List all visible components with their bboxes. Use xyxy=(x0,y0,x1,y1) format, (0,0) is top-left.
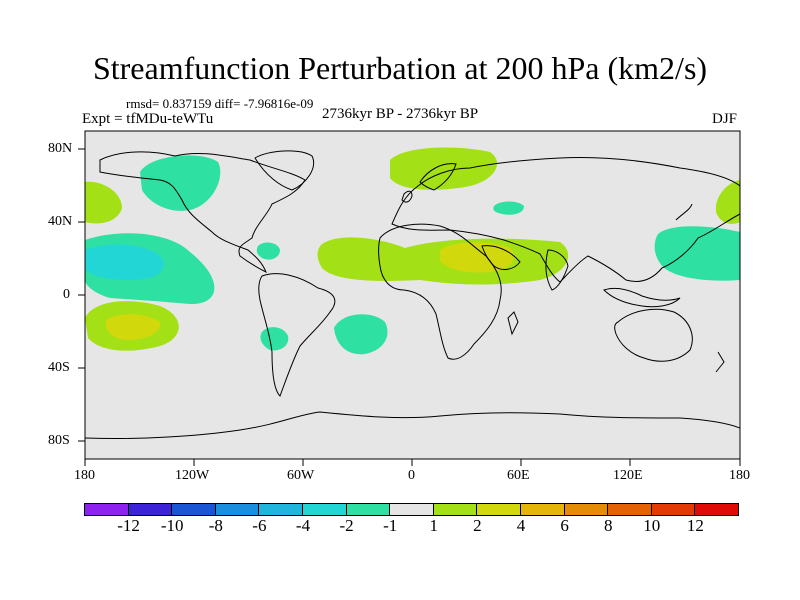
colorbar-swatch xyxy=(563,503,609,516)
lat-tick-80n: 80N xyxy=(48,141,73,156)
colorbar-swatch xyxy=(476,503,521,516)
coastline-arabia xyxy=(481,245,521,270)
colorbar-swatch xyxy=(171,503,216,516)
axis-ticks xyxy=(78,148,741,466)
colorbar-label: -12 xyxy=(117,516,140,535)
coastline-australia xyxy=(614,308,693,362)
colorbar-label: 12 xyxy=(686,516,704,535)
anomaly-positive-north-pacific-west xyxy=(85,181,122,224)
colorbar xyxy=(84,503,739,516)
colorbar-label: -4 xyxy=(295,516,311,535)
colorbar-label: 2 xyxy=(473,516,482,535)
plot-title: Streamfunction Perturbation at 200 hPa (… xyxy=(92,50,708,86)
lat-tick-40n: 40N xyxy=(48,214,73,229)
lon-tick-120e: 120E xyxy=(613,468,643,483)
coastline-south-america xyxy=(258,273,336,397)
colorbar-swatch xyxy=(694,503,739,516)
anomaly-negative-south-atlantic xyxy=(334,314,388,355)
anomaly-negative-east-pacific-core xyxy=(85,244,164,280)
anomaly-positive-europe xyxy=(390,147,498,190)
colorbar-swatch xyxy=(127,503,173,516)
colorbar-label: 6 xyxy=(560,516,569,535)
coastline-africa xyxy=(378,223,502,360)
period-label: 2736kyr BP - 2736kyr BP xyxy=(322,106,479,122)
colorbar-swatch xyxy=(389,503,434,516)
anomaly-negative-caribbean xyxy=(256,242,280,260)
coastline-antarctica xyxy=(85,411,740,440)
lat-tick-80s: 80S xyxy=(48,433,70,448)
colorbar-swatch xyxy=(432,503,478,516)
anomaly-fields xyxy=(85,147,740,355)
season-label: DJF xyxy=(712,111,738,127)
anomaly-positive-south-pacific-core xyxy=(105,314,161,340)
colorbar-label: -10 xyxy=(160,516,184,535)
colorbar-swatch xyxy=(650,503,696,516)
colorbar-label: -8 xyxy=(208,516,223,535)
experiment-label: Expt = tfMDu-teWTu xyxy=(82,111,214,127)
coastline-madagascar xyxy=(507,311,519,336)
colorbar-swatch xyxy=(519,503,565,516)
lon-tick-180e: 180 xyxy=(729,468,750,483)
lat-tick-40s: 40S xyxy=(48,360,70,375)
colorbar-label: 1 xyxy=(429,516,439,535)
colorbar-label: 10 xyxy=(643,516,661,535)
anomaly-positive-north-pacific-east xyxy=(715,180,740,224)
colorbar-swatch xyxy=(258,503,303,516)
coastline-japan xyxy=(675,203,693,221)
coastline-maritime-continent xyxy=(603,287,681,308)
lon-tick-180w: 180 xyxy=(74,468,95,483)
coastline-new-zealand xyxy=(715,351,725,373)
colorbar-swatch xyxy=(214,503,260,516)
coastline-uk xyxy=(401,190,413,203)
colorbar-swatch xyxy=(84,503,129,516)
anomaly-negative-europe xyxy=(493,201,524,215)
colorbar-swatch xyxy=(345,503,391,516)
rmsd-stats: rmsd= 0.837159 diff= -7.96816e-09 xyxy=(126,96,314,111)
coastline-greenland xyxy=(254,150,314,191)
colorbar-label: 8 xyxy=(603,516,613,535)
colorbar-swatch xyxy=(301,503,347,516)
lon-tick-60w: 60W xyxy=(287,468,315,483)
colorbar-label: -1 xyxy=(383,516,398,535)
lon-tick-60e: 60E xyxy=(507,468,530,483)
coastlines xyxy=(85,150,740,440)
coastline-eurasia xyxy=(391,156,740,283)
coastline-north-america xyxy=(99,151,306,274)
coastline-india xyxy=(545,249,569,291)
anomaly-negative-north-america xyxy=(140,155,221,211)
lon-tick-120w: 120W xyxy=(175,468,210,483)
colorbar-label: -2 xyxy=(339,516,354,535)
anomaly-negative-west-pacific xyxy=(654,226,740,281)
anomaly-negative-south-america xyxy=(260,327,289,351)
colorbar-label: 4 xyxy=(516,516,526,535)
lat-tick-0: 0 xyxy=(63,287,70,302)
colorbar-swatch xyxy=(607,503,652,516)
coastline-scandinavia xyxy=(419,163,457,191)
colorbar-label: -6 xyxy=(252,516,267,535)
anomaly-positive-arabia-core xyxy=(440,242,514,273)
lon-tick-0: 0 xyxy=(408,468,415,483)
